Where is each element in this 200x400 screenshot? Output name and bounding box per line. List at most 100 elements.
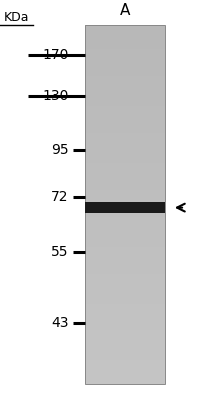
Bar <box>84 193 164 196</box>
Text: KDa: KDa <box>4 10 29 24</box>
Bar <box>84 76 164 79</box>
Bar <box>84 208 164 211</box>
Bar <box>84 322 164 324</box>
Bar <box>84 70 164 73</box>
Bar <box>84 181 164 184</box>
Text: 170: 170 <box>42 48 68 62</box>
Bar <box>84 306 164 310</box>
Bar <box>84 109 164 112</box>
Bar <box>84 235 164 238</box>
Bar <box>84 375 164 378</box>
Bar <box>84 363 164 366</box>
Bar <box>84 286 164 288</box>
Bar <box>84 312 164 316</box>
Bar <box>84 381 164 384</box>
Bar <box>84 345 164 348</box>
Bar <box>84 44 164 46</box>
Bar <box>84 139 164 142</box>
Bar <box>84 282 164 286</box>
Bar <box>84 127 164 130</box>
Bar <box>84 292 164 294</box>
Bar <box>84 32 164 34</box>
Bar <box>84 288 164 292</box>
Bar <box>84 360 164 363</box>
Text: 72: 72 <box>51 190 68 204</box>
Bar <box>84 199 164 202</box>
Bar <box>84 85 164 88</box>
Bar <box>84 214 164 217</box>
Bar <box>84 202 164 213</box>
Bar <box>84 238 164 241</box>
Bar <box>84 265 164 268</box>
Bar <box>84 91 164 94</box>
Bar <box>84 73 164 76</box>
Bar <box>84 366 164 369</box>
Bar <box>84 151 164 154</box>
Bar <box>84 334 164 336</box>
Bar <box>84 274 164 277</box>
Bar <box>84 339 164 342</box>
Bar <box>84 328 164 330</box>
Bar <box>84 64 164 67</box>
Text: 43: 43 <box>51 316 68 330</box>
Bar <box>84 94 164 97</box>
Bar <box>84 184 164 187</box>
Bar <box>84 172 164 175</box>
Bar <box>84 253 164 256</box>
Bar <box>84 103 164 106</box>
Bar <box>84 348 164 351</box>
Bar <box>84 202 164 205</box>
Bar <box>84 136 164 139</box>
Bar <box>84 28 164 32</box>
Bar <box>84 187 164 190</box>
Bar <box>84 241 164 244</box>
Bar <box>84 58 164 61</box>
Bar <box>84 280 164 282</box>
Bar <box>84 294 164 298</box>
Bar <box>84 100 164 103</box>
Bar <box>84 61 164 64</box>
Bar <box>84 154 164 157</box>
Bar <box>84 163 164 166</box>
Bar <box>84 142 164 145</box>
Bar <box>84 133 164 136</box>
Bar <box>84 106 164 109</box>
Bar <box>84 247 164 250</box>
Bar <box>84 169 164 172</box>
Bar <box>84 112 164 115</box>
Bar <box>84 229 164 232</box>
Bar <box>84 378 164 381</box>
Bar <box>84 354 164 357</box>
Bar <box>84 67 164 70</box>
Bar <box>84 256 164 259</box>
Bar <box>84 46 164 49</box>
Bar <box>84 316 164 318</box>
Bar <box>84 220 164 223</box>
Bar <box>84 336 164 339</box>
Bar <box>84 115 164 118</box>
Bar <box>84 55 164 58</box>
Bar <box>84 271 164 274</box>
Text: 55: 55 <box>51 245 68 259</box>
Bar <box>84 244 164 247</box>
Bar <box>84 226 164 229</box>
Bar <box>84 310 164 312</box>
Bar <box>84 160 164 163</box>
Bar <box>84 145 164 148</box>
Bar <box>84 372 164 375</box>
Bar <box>84 369 164 372</box>
Bar <box>84 357 164 360</box>
Bar <box>84 300 164 304</box>
Bar <box>84 97 164 100</box>
Bar <box>84 178 164 181</box>
Bar <box>84 157 164 160</box>
Bar <box>84 324 164 328</box>
Bar <box>84 318 164 322</box>
Bar <box>84 205 164 208</box>
Bar <box>84 223 164 226</box>
Bar <box>84 34 164 38</box>
Bar <box>84 124 164 127</box>
Bar <box>84 175 164 178</box>
Bar <box>84 52 164 55</box>
Bar <box>84 82 164 85</box>
